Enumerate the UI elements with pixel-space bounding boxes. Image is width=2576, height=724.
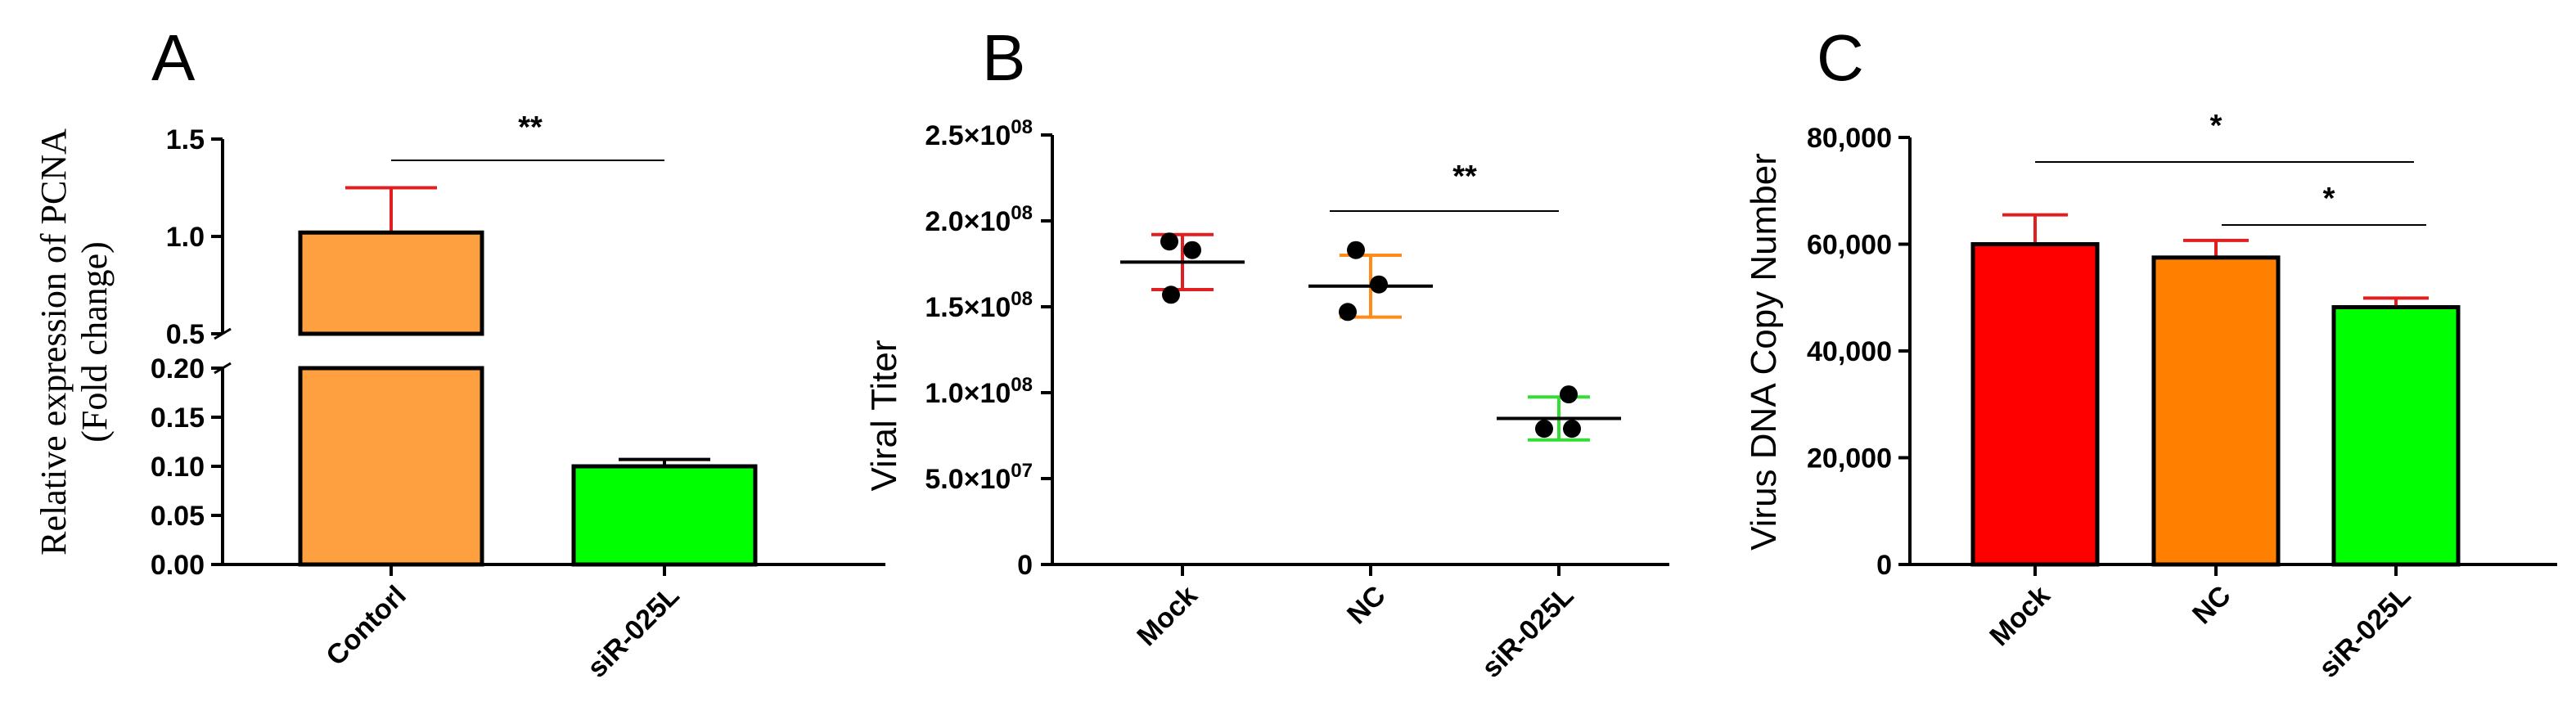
y-tick-label: 1.0 — [166, 222, 205, 253]
data-point — [1162, 286, 1180, 304]
significance-label: * — [2210, 109, 2222, 143]
panel-c-plot: 0 20,000 40,000 60,000 80,000 Mock NC siR-025L *… — [1807, 109, 2557, 684]
y-tick-label: 0 — [1017, 550, 1033, 581]
y-tick-label: 1.5 — [166, 124, 205, 155]
panel-c: C Virus DNA Copy Number 0 20,000 40,000 60,… — [1744, 21, 2557, 684]
panel-a-ylabel-line1: Relative expression of PCNA — [34, 128, 74, 555]
bar-sir025l — [2331, 304, 2461, 567]
y-tick-label: 1.0×1008 — [925, 374, 1033, 409]
panel-a: A Relative expression of PCNA (Fold chan… — [34, 21, 885, 684]
significance-label: * — [2323, 182, 2335, 216]
x-tick-label: NC — [1341, 580, 1392, 631]
y-tick-label: 2.5×1008 — [925, 116, 1033, 151]
panel-c-ylabel: Virus DNA Copy Number — [1744, 153, 1784, 551]
bar-contorl-upper — [298, 230, 484, 336]
panel-a-ylabel-line2: (Fold change) — [74, 241, 115, 443]
y-tick-label: 2.0×1008 — [925, 202, 1033, 237]
x-tick-label: siR-025L — [1476, 580, 1580, 684]
bar-nc — [2151, 255, 2281, 567]
significance-label: ** — [1452, 160, 1477, 194]
panel-b-plot: 0 5.0×1007 1.0×1008 1.5×1008 2.0×1008 2.5×100… — [925, 116, 1669, 684]
significance-label: ** — [518, 110, 543, 145]
data-point — [1560, 385, 1578, 404]
x-tick-label: NC — [2186, 580, 2237, 631]
panel-b-ylabel: Viral Titer — [864, 340, 904, 491]
x-tick-label: Mock — [1131, 580, 1203, 652]
panel-b-letter: B — [982, 21, 1025, 94]
y-tick-label: 0.10 — [151, 452, 205, 483]
y-tick-label: 0.20 — [151, 353, 205, 384]
y-tick-label: 40,000 — [1807, 336, 1892, 367]
data-point — [1370, 275, 1388, 294]
y-tick-label: 0.5 — [166, 319, 205, 350]
data-point — [1160, 232, 1178, 251]
panel-b: B Viral Titer 0 5.0×1007 1.0×1008 1.5×1008 2… — [864, 21, 1669, 684]
data-point — [1183, 241, 1201, 259]
y-tick-label: 0 — [1876, 550, 1892, 581]
data-point — [1563, 420, 1581, 438]
y-tick-label: 80,000 — [1807, 123, 1892, 154]
bar-mock — [1970, 242, 2100, 567]
y-tick-label: 0.00 — [151, 550, 205, 581]
y-tick-label: 20,000 — [1807, 443, 1892, 474]
y-tick-label: 5.0×1007 — [925, 460, 1033, 495]
y-tick-label: 60,000 — [1807, 230, 1892, 261]
data-point — [1535, 420, 1553, 438]
x-tick-label: Mock — [1984, 580, 2056, 652]
panel-c-letter: C — [1817, 21, 1864, 94]
y-tick-label: 0.05 — [151, 501, 205, 532]
x-tick-label: Contorl — [320, 580, 412, 672]
bar-sir025l — [571, 464, 758, 567]
x-tick-label: siR-025L — [2313, 580, 2417, 684]
y-tick-label: 1.5×1008 — [925, 288, 1033, 323]
data-point — [1339, 303, 1357, 322]
x-tick-label: siR-025L — [582, 580, 686, 684]
bar-contorl-lower — [298, 366, 484, 567]
panel-a-letter: A — [151, 21, 196, 94]
data-point — [1347, 241, 1365, 259]
panel-a-plot: 0.00 0.05 0.10 0.15 0.200.5 1.0 1.5 Contorl siR-… — [151, 110, 885, 684]
y-tick-label: 0.15 — [151, 402, 205, 434]
